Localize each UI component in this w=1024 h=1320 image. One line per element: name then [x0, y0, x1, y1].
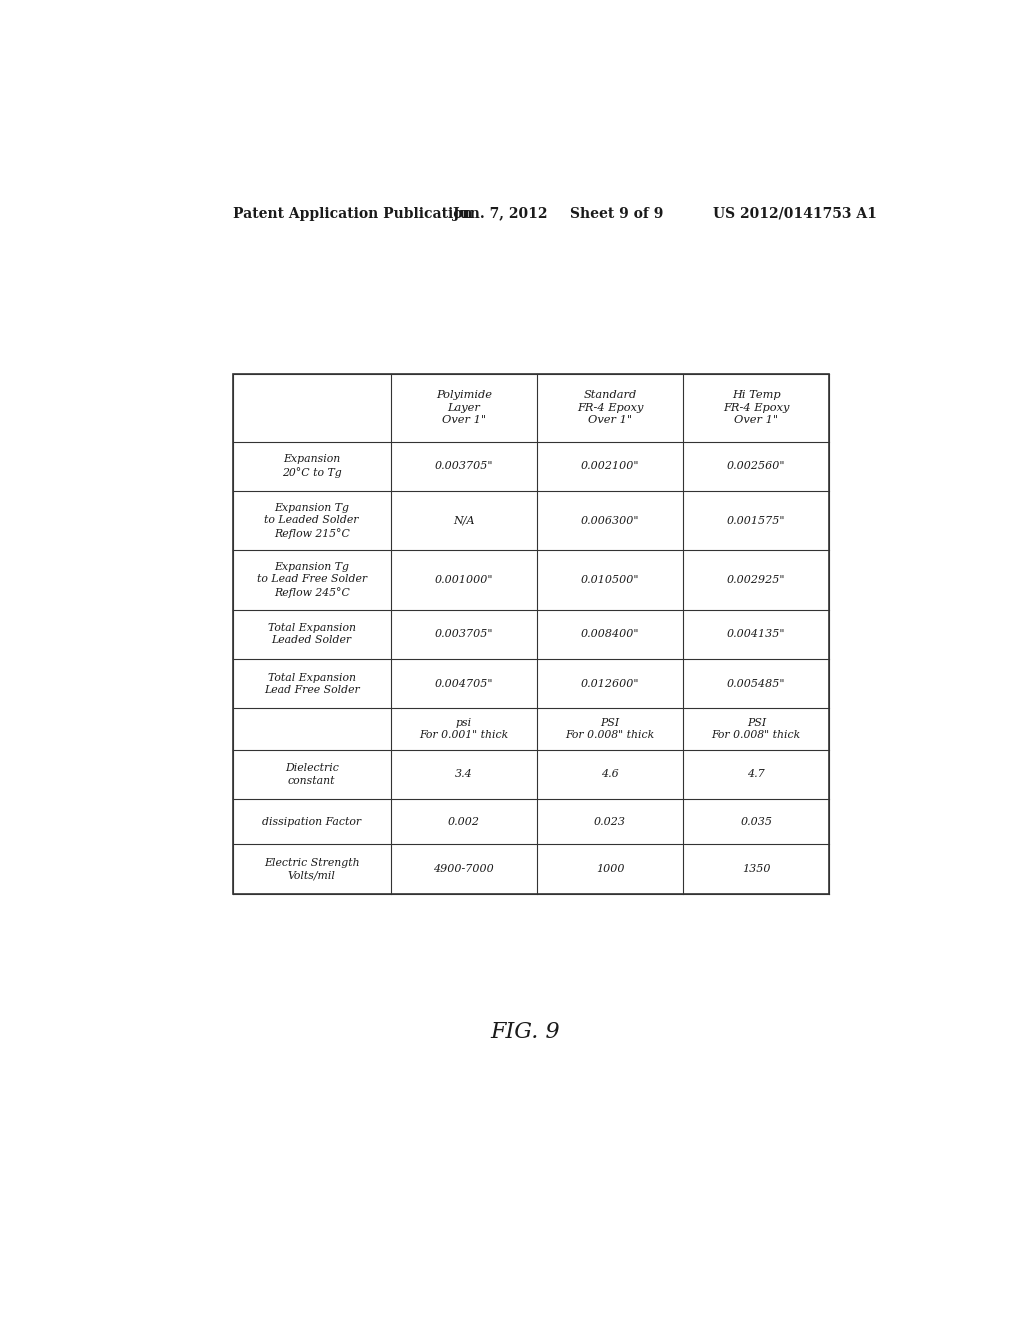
Text: 4900-7000: 4900-7000	[433, 865, 495, 874]
Text: Standard
FR-4 Epoxy
Over 1": Standard FR-4 Epoxy Over 1"	[577, 391, 643, 425]
Text: 0.023: 0.023	[594, 817, 626, 826]
Text: Electric Strength
Volts/mil: Electric Strength Volts/mil	[264, 858, 359, 880]
Text: 0.002100": 0.002100"	[581, 461, 639, 471]
Text: 0.005485": 0.005485"	[727, 678, 785, 689]
Text: 0.003705": 0.003705"	[434, 461, 494, 471]
Text: Polyimide
Layer
Over 1": Polyimide Layer Over 1"	[436, 391, 492, 425]
Text: 0.002: 0.002	[447, 817, 480, 826]
Text: Expansion Tg
to Lead Free Solder
Reflow 245°C: Expansion Tg to Lead Free Solder Reflow …	[257, 562, 367, 598]
Text: Hi Temp
FR-4 Epoxy
Over 1": Hi Temp FR-4 Epoxy Over 1"	[723, 391, 790, 425]
Text: 0.001000": 0.001000"	[434, 576, 494, 585]
Text: 0.012600": 0.012600"	[581, 678, 639, 689]
Text: Expansion Tg
to Leaded Solder
Reflow 215°C: Expansion Tg to Leaded Solder Reflow 215…	[264, 503, 359, 539]
Text: 0.002560": 0.002560"	[727, 461, 785, 471]
Text: 0.008400": 0.008400"	[581, 630, 639, 639]
Text: PSI
For 0.008" thick: PSI For 0.008" thick	[565, 718, 654, 741]
Text: Sheet 9 of 9: Sheet 9 of 9	[569, 207, 664, 220]
Text: FIG. 9: FIG. 9	[490, 1022, 559, 1043]
Text: 0.004135": 0.004135"	[727, 630, 785, 639]
Text: 0.010500": 0.010500"	[581, 576, 639, 585]
Text: Total Expansion
Leaded Solder: Total Expansion Leaded Solder	[267, 623, 355, 645]
Text: Expansion
20°C to Tg: Expansion 20°C to Tg	[282, 454, 342, 478]
Text: 0.035: 0.035	[740, 817, 772, 826]
Text: 1000: 1000	[596, 865, 625, 874]
Text: Patent Application Publication: Patent Application Publication	[232, 207, 472, 220]
Text: Jun. 7, 2012: Jun. 7, 2012	[454, 207, 548, 220]
Text: 0.003705": 0.003705"	[434, 630, 494, 639]
Text: US 2012/0141753 A1: US 2012/0141753 A1	[713, 207, 877, 220]
Text: 0.004705": 0.004705"	[434, 678, 494, 689]
Text: 0.002925": 0.002925"	[727, 576, 785, 585]
Text: psi
For 0.001" thick: psi For 0.001" thick	[419, 718, 509, 741]
Text: N/A: N/A	[453, 516, 474, 525]
Text: PSI
For 0.008" thick: PSI For 0.008" thick	[712, 718, 801, 741]
Text: Dielectric
constant: Dielectric constant	[285, 763, 339, 785]
Bar	[232, 374, 829, 894]
Text: 3.4: 3.4	[455, 770, 473, 779]
Text: 4.7: 4.7	[748, 770, 765, 779]
Text: 0.006300": 0.006300"	[581, 516, 639, 525]
Text: 4.6: 4.6	[601, 770, 618, 779]
Text: Total Expansion
Lead Free Solder: Total Expansion Lead Free Solder	[264, 672, 359, 694]
Text: 0.001575": 0.001575"	[727, 516, 785, 525]
Text: dissipation Factor: dissipation Factor	[262, 817, 361, 826]
Text: 1350: 1350	[742, 865, 770, 874]
